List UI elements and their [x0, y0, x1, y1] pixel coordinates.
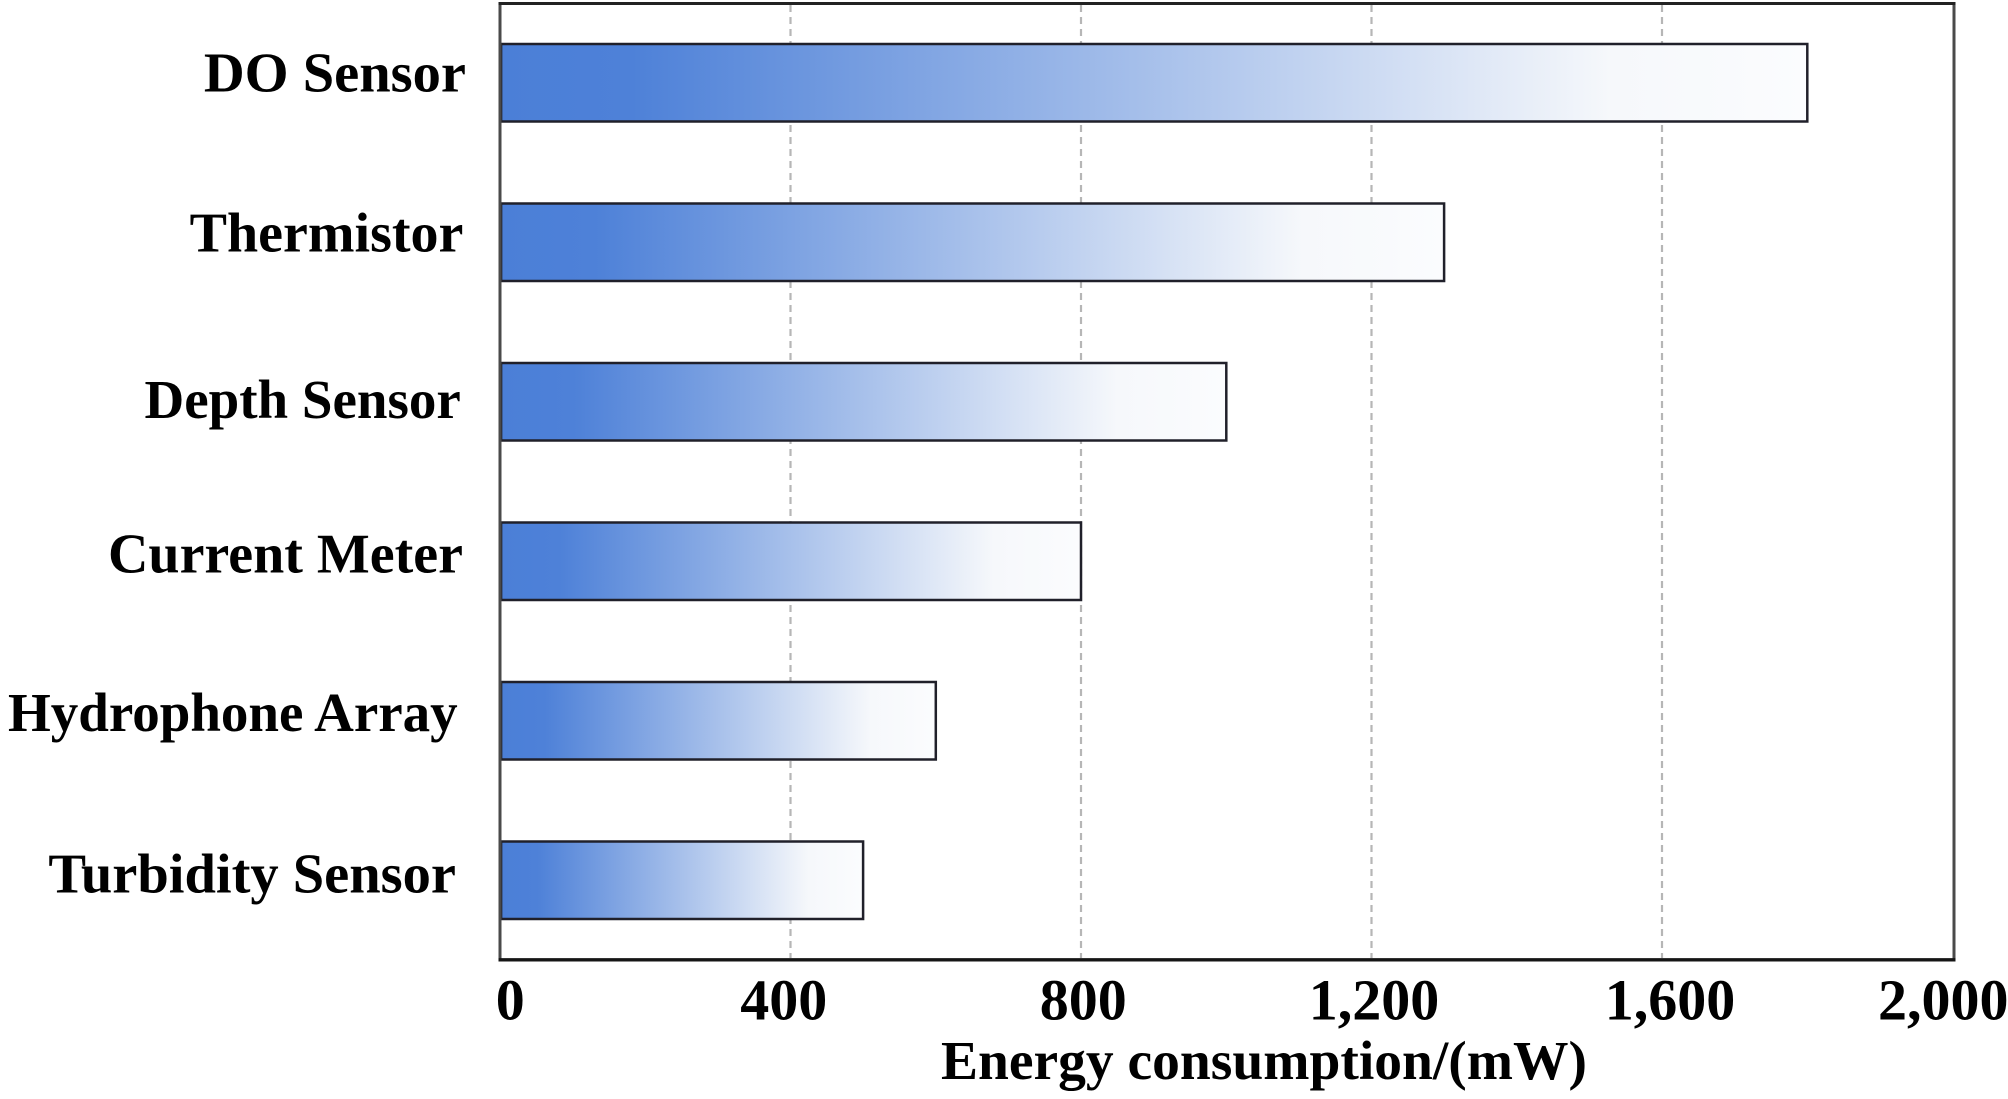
svg-text:Depth Sensor: Depth Sensor [145, 369, 461, 430]
svg-text:Thermistor: Thermistor [190, 202, 464, 264]
svg-text:DO Sensor: DO Sensor [204, 42, 466, 104]
svg-text:1,600: 1,600 [1605, 968, 1736, 1033]
svg-text:0: 0 [496, 968, 525, 1033]
svg-text:Hydrophone Array: Hydrophone Array [8, 682, 458, 743]
svg-text:400: 400 [740, 968, 827, 1033]
svg-text:2,000: 2,000 [1878, 968, 2008, 1033]
svg-text:1,200: 1,200 [1309, 968, 1440, 1033]
svg-text:Current Meter: Current Meter [108, 524, 463, 586]
svg-text:800: 800 [1040, 968, 1127, 1033]
svg-text:Energy consumption/(mW): Energy consumption/(mW) [941, 1031, 1587, 1092]
svg-text:Turbidity Sensor: Turbidity Sensor [48, 843, 456, 905]
